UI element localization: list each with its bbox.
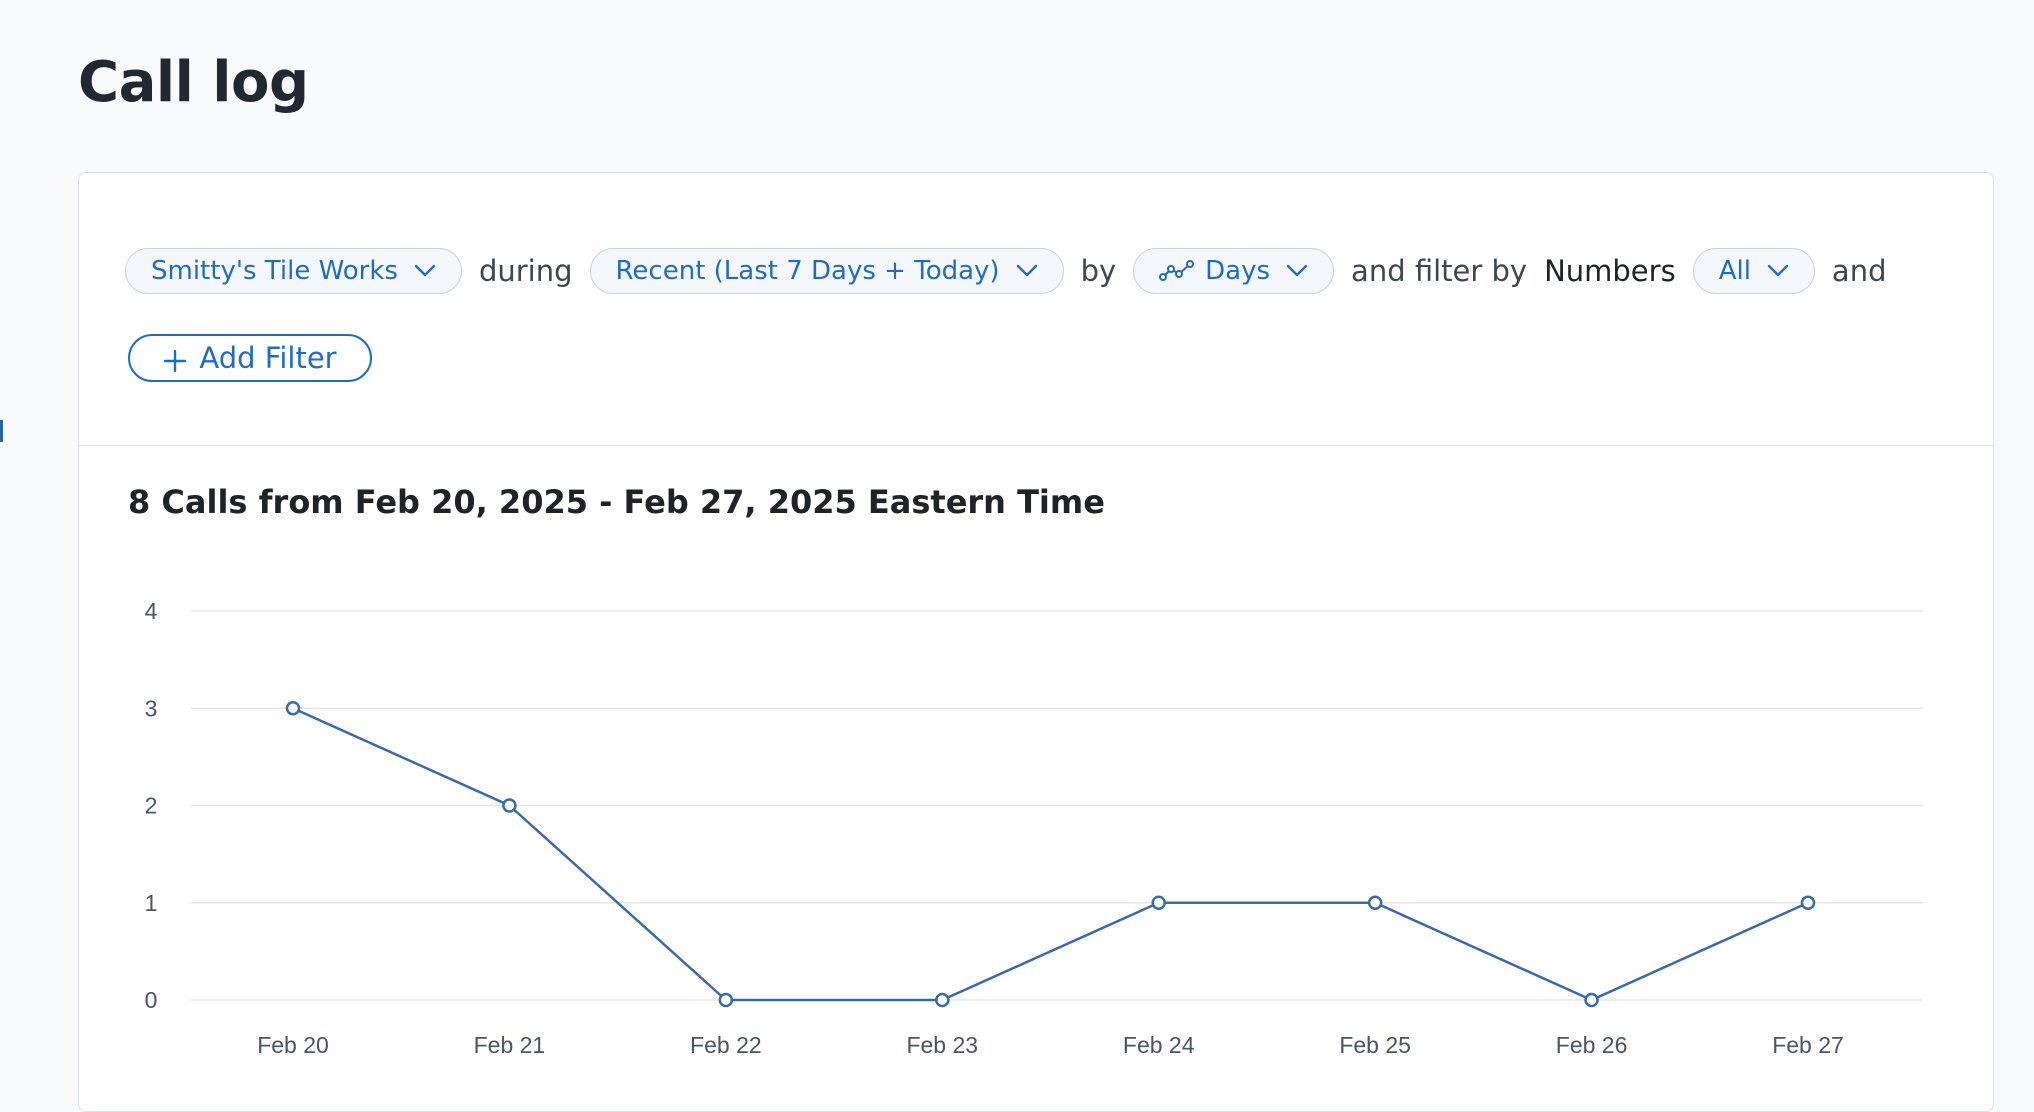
data-point xyxy=(285,701,301,716)
chart-title: 8 Calls from Feb 20, 2025 - Feb 27, 2025… xyxy=(128,483,1105,521)
data-point xyxy=(1800,895,1816,910)
granularity-dropdown-label: Days xyxy=(1205,256,1271,286)
call-log-card: Smitty's Tile Works during Recent (Last … xyxy=(78,172,1994,1112)
y-tick-label: 1 xyxy=(145,890,158,916)
x-tick-label: Feb 27 xyxy=(1772,1032,1844,1058)
calls-line-chart: 0 1 2 3 4 Feb 20 Feb 21 Feb 22 Feb 23 Feb 24 Feb 2… xyxy=(145,598,1923,1058)
and-filter-by-label: and filter by xyxy=(1351,254,1528,288)
period-dropdown-label: Recent (Last 7 Days + Today) xyxy=(615,256,1000,286)
y-tick-label: 2 xyxy=(145,793,158,819)
during-label: during xyxy=(478,254,573,288)
x-tick-label: Feb 25 xyxy=(1339,1032,1411,1058)
page-title: Call log xyxy=(78,50,309,115)
data-point xyxy=(1151,895,1166,910)
x-tick-label: Feb 21 xyxy=(474,1032,546,1058)
y-tick-label: 0 xyxy=(145,987,158,1013)
line-chart-icon xyxy=(1159,260,1195,282)
x-tick-label: Feb 23 xyxy=(906,1032,978,1058)
and-label: and xyxy=(1831,254,1887,288)
data-point xyxy=(502,798,517,813)
granularity-dropdown[interactable]: Days xyxy=(1133,248,1335,294)
account-dropdown[interactable]: Smitty's Tile Works xyxy=(125,248,462,294)
sidebar-edge-indicator xyxy=(0,420,3,442)
x-tick-label: Feb 24 xyxy=(1123,1032,1195,1058)
period-dropdown[interactable]: Recent (Last 7 Days + Today) xyxy=(589,248,1064,294)
data-point xyxy=(1584,992,1599,1008)
add-filter-label: Add Filter xyxy=(199,341,337,375)
chevron-down-icon xyxy=(1016,264,1038,278)
by-label: by xyxy=(1080,254,1117,288)
filter-bar: Smitty's Tile Works during Recent (Last … xyxy=(125,247,1903,295)
data-point xyxy=(935,992,950,1008)
x-tick-label: Feb 26 xyxy=(1556,1032,1628,1058)
data-point xyxy=(718,992,734,1008)
numbers-label: Numbers xyxy=(1544,254,1676,288)
chevron-down-icon xyxy=(1286,264,1308,278)
chevron-down-icon xyxy=(1767,264,1789,278)
chevron-down-icon xyxy=(414,264,436,278)
numbers-dropdown[interactable]: All xyxy=(1692,248,1815,294)
plus-icon xyxy=(163,346,187,373)
account-dropdown-label: Smitty's Tile Works xyxy=(151,256,398,286)
series-line xyxy=(292,707,1809,1002)
x-tick-label: Feb 20 xyxy=(257,1032,329,1058)
add-filter-button[interactable]: Add Filter xyxy=(128,334,372,382)
y-tick-label: 4 xyxy=(145,598,158,624)
card-divider xyxy=(79,445,1993,446)
x-tick-label: Feb 22 xyxy=(690,1032,762,1058)
data-point xyxy=(1367,895,1383,910)
y-tick-label: 3 xyxy=(145,695,158,721)
numbers-dropdown-label: All xyxy=(1718,256,1751,286)
